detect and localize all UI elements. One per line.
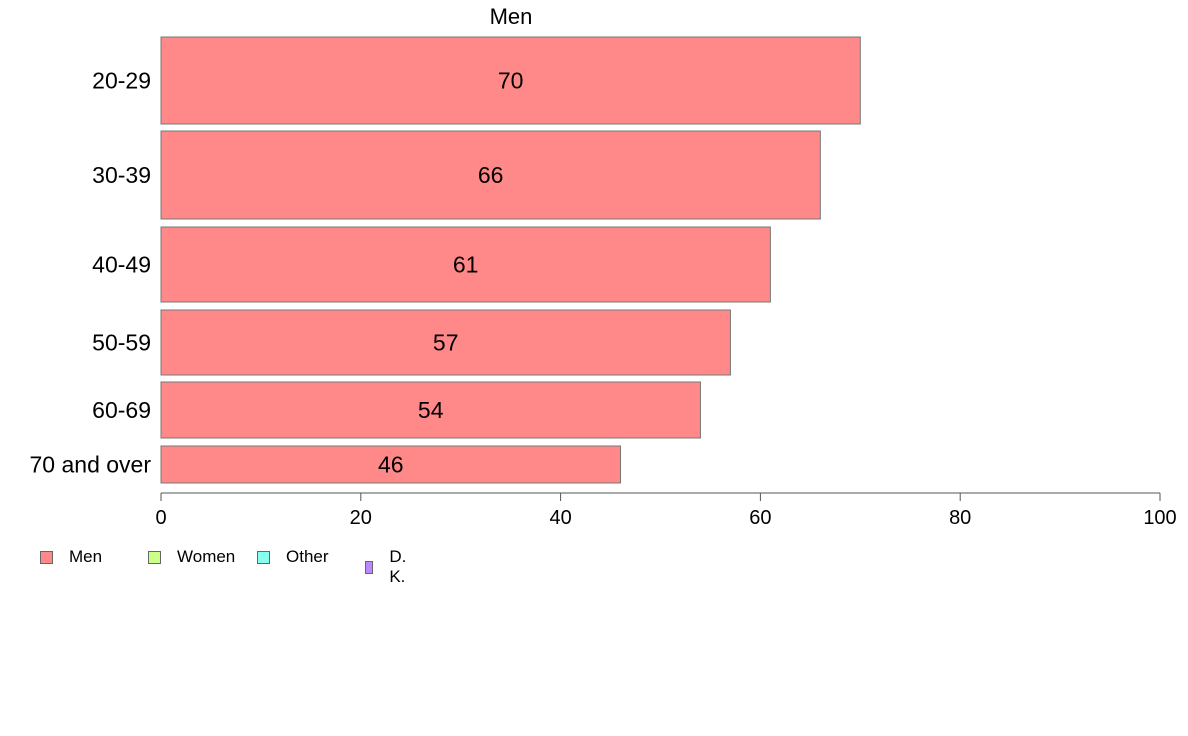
legend-label-women: Women [177, 547, 236, 566]
x-tick-label: 100 [1143, 507, 1176, 529]
category-label: 20-29 [92, 68, 151, 94]
bar-value-label: 66 [478, 162, 504, 188]
legend-swatch-dk [365, 560, 374, 574]
chart-title: Men [490, 4, 533, 29]
legend-label-other: Other [286, 547, 329, 566]
x-axis: 0 20 40 60 80 100 [155, 492, 1177, 529]
bar-30-39 [160, 130, 821, 220]
legend-label-dk: D. K. [389, 547, 407, 586]
category-label: 30-39 [92, 162, 151, 188]
legend-swatch-women [148, 550, 161, 564]
category-label: 40-49 [92, 252, 151, 278]
category-label: 60-69 [92, 397, 151, 423]
legend-item-dk: D. K. [365, 547, 411, 587]
legend-item-men: Men [40, 547, 102, 567]
x-tick-label: 0 [155, 507, 166, 529]
legend-label-men: Men [69, 547, 103, 566]
x-tick-label: 80 [949, 507, 971, 529]
bar-value-label: 61 [453, 252, 479, 278]
x-tick-label: 60 [749, 507, 771, 529]
bar-70-and-over [160, 445, 622, 484]
bar-50-59 [160, 309, 731, 376]
legend-item-other: Other [257, 547, 329, 567]
bar-value-label: 70 [498, 68, 524, 94]
x-tick-label: 20 [350, 507, 372, 529]
bar-40-49 [160, 226, 771, 303]
bar-20-29 [160, 36, 861, 125]
category-label: 50-59 [92, 330, 151, 356]
bar-value-label: 57 [433, 330, 459, 356]
x-tick-label: 40 [549, 507, 571, 529]
category-label: 70 and over [30, 452, 152, 478]
bar-value-label: 54 [418, 397, 444, 423]
bar-value-label: 46 [378, 452, 404, 478]
bar-60-69 [160, 381, 701, 439]
legend-item-women: Women [148, 547, 235, 567]
legend-swatch-men [40, 550, 53, 564]
legend-swatch-other [257, 550, 270, 564]
